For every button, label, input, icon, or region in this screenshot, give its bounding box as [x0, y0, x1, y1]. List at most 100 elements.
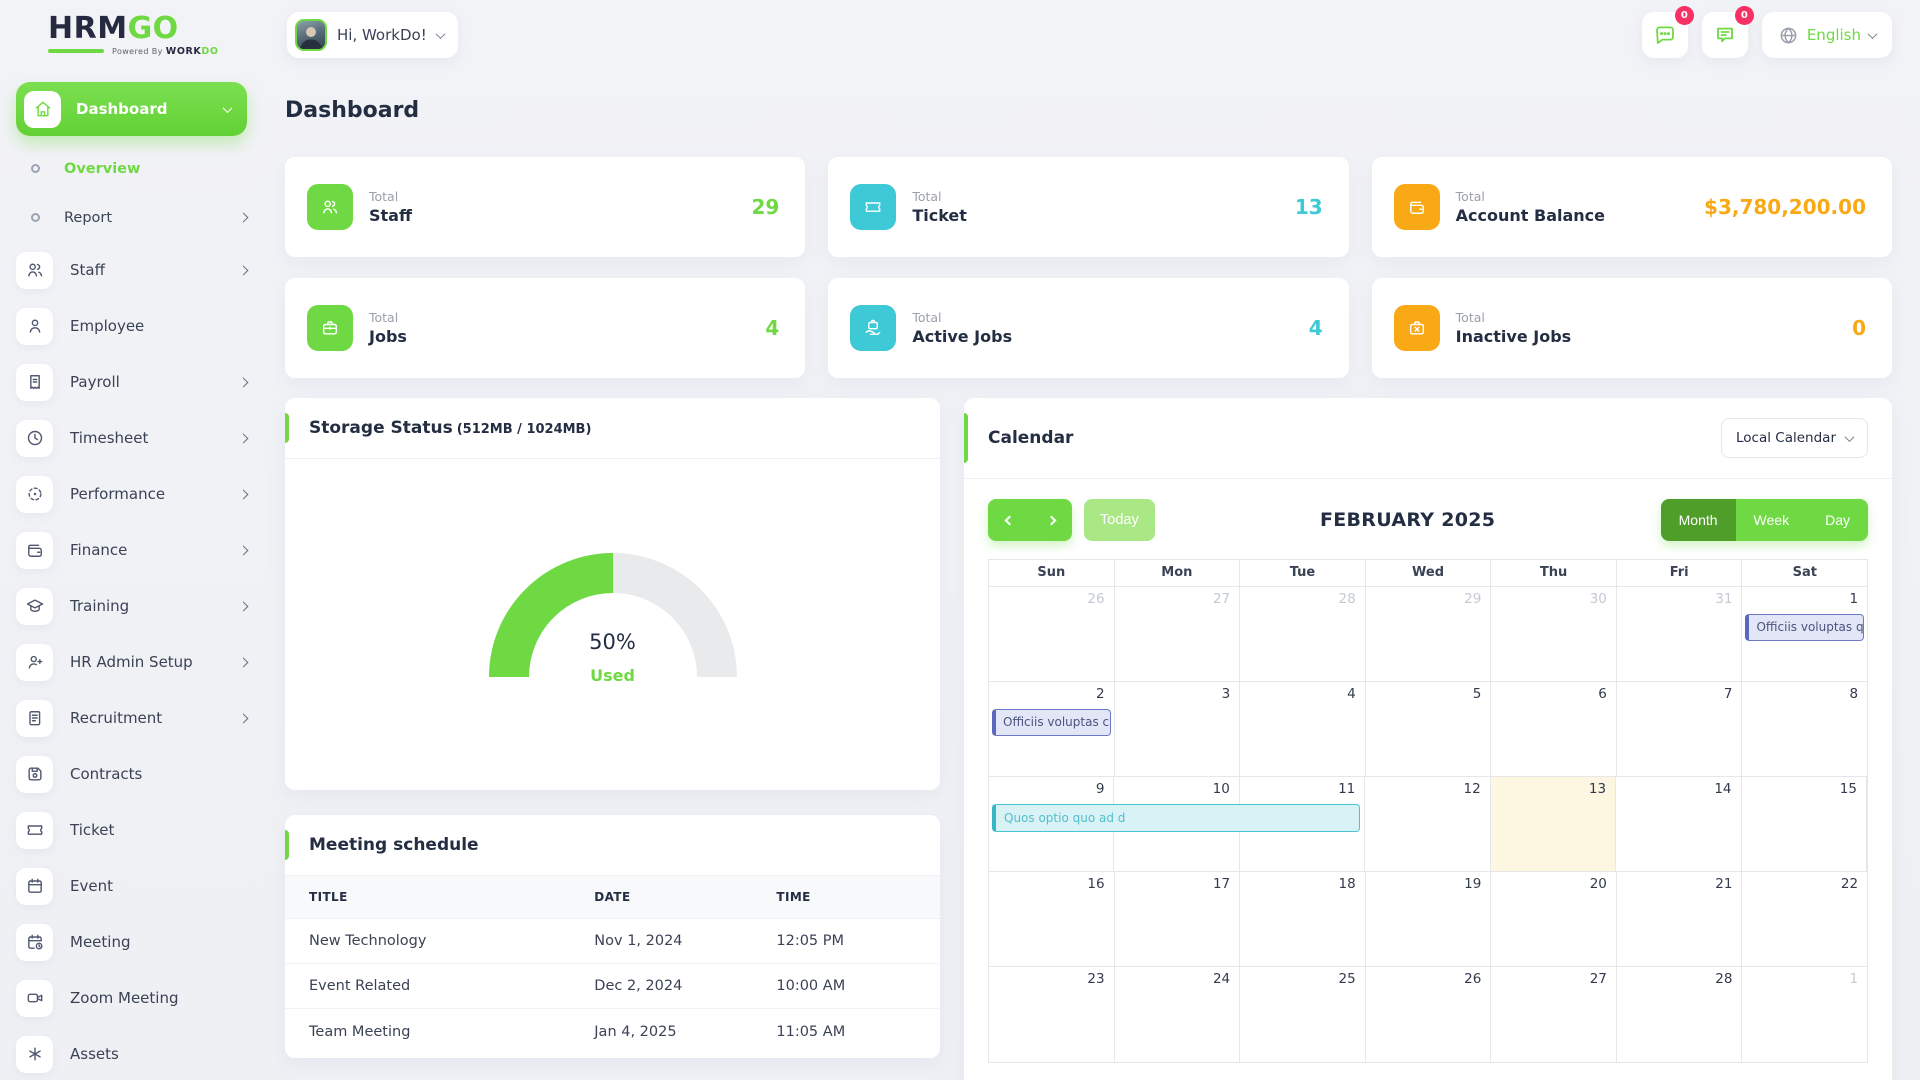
- column-header-time: TIME: [776, 890, 811, 904]
- sidebar-item-assets[interactable]: Assets: [16, 1026, 247, 1080]
- calendar-day-cell[interactable]: 28: [1240, 587, 1366, 681]
- calendar-day-cell[interactable]: 18: [1240, 872, 1366, 966]
- calendar-day-cell[interactable]: 22: [1742, 872, 1867, 966]
- calendar-day-cell[interactable]: 25: [1240, 967, 1366, 1062]
- chevron-right-icon: [238, 713, 249, 723]
- calendar-day-cell[interactable]: 29: [1366, 587, 1492, 681]
- ticket-icon: [850, 184, 897, 230]
- calendar-day-header-row: Sun Mon Tue Wed Thu Fri Sat: [989, 560, 1867, 587]
- calendar-day-cell[interactable]: 23: [989, 967, 1115, 1062]
- brand-logo: HRMGO Powered By WORKDO: [28, 13, 265, 57]
- sidebar-item-hr-admin-setup[interactable]: HR Admin Setup: [16, 634, 249, 690]
- notifications-badge: 0: [1734, 6, 1754, 25]
- stat-label: Staff: [369, 206, 412, 225]
- bullet-icon: [31, 213, 40, 222]
- sidebar-item-zoom-meeting[interactable]: Zoom Meeting: [16, 970, 247, 1026]
- sidebar-item-employee[interactable]: Employee: [16, 298, 247, 354]
- sidebar-item-label: Zoom Meeting: [70, 989, 179, 1007]
- sidebar-item-ticket[interactable]: Ticket: [16, 802, 247, 858]
- calendar-event[interactable]: Officiis voluptas qu: [1745, 614, 1865, 641]
- prev-month-button[interactable]: [1004, 515, 1014, 525]
- calendar-day-cell[interactable]: 26: [1366, 967, 1492, 1062]
- calendar-day-cell[interactable]: 21: [1617, 872, 1743, 966]
- calendar-day-cell[interactable]: 19: [1366, 872, 1492, 966]
- sidebar-item-label: Training: [70, 597, 130, 615]
- table-row: New Technology Nov 1, 2024 12:05 PM: [285, 919, 940, 964]
- calendar-source-dropdown[interactable]: Local Calendar: [1721, 418, 1868, 458]
- clock-icon: [16, 419, 53, 457]
- meeting-schedule-table: TITLE DATE TIME New Technology Nov 1, 2024 12…: [285, 876, 940, 1058]
- view-day-button[interactable]: Day: [1807, 499, 1868, 541]
- sidebar-item-label: Recruitment: [70, 709, 163, 727]
- sidebar-item-finance[interactable]: Finance: [16, 522, 249, 578]
- calendar-day-cell[interactable]: 3: [1115, 682, 1241, 776]
- stat-label: Ticket: [912, 206, 967, 225]
- calendar-day-cell[interactable]: 26: [989, 587, 1115, 681]
- calendar-day-cell[interactable]: 7: [1617, 682, 1743, 776]
- calendar-day-cell[interactable]: 17: [1115, 872, 1241, 966]
- calendar-day-cell[interactable]: 4: [1240, 682, 1366, 776]
- view-month-button[interactable]: Month: [1660, 499, 1736, 541]
- notifications-button[interactable]: 0: [1701, 6, 1754, 58]
- calendar-day-cell[interactable]: 5: [1366, 682, 1492, 776]
- user-menu-button[interactable]: Hi, WorkDo!: [287, 12, 458, 58]
- calendar-day-cell[interactable]: 11: [1240, 777, 1366, 871]
- day-number: 31: [1715, 591, 1733, 607]
- calendar-day-cell[interactable]: 15: [1742, 777, 1867, 871]
- brand-underline: [48, 49, 104, 53]
- calendar-week-row: 23 24 25 26 27 28 1: [989, 967, 1867, 1062]
- topbar: HRMGO Powered By WORKDO Hi, WorkDo! 0: [0, 0, 1920, 70]
- calendar-day-cell[interactable]: 27: [1115, 587, 1241, 681]
- messages-button[interactable]: 0: [1641, 6, 1694, 58]
- cell-time: 10:00 AM: [776, 978, 846, 994]
- stat-card-account-balance: Total Account Balance $3,780,200.00: [1371, 157, 1892, 257]
- day-number: 6: [1598, 686, 1607, 702]
- chevron-right-icon: [238, 489, 249, 499]
- sidebar-item-recruitment[interactable]: Recruitment: [16, 690, 249, 746]
- sidebar-item-timesheet[interactable]: Timesheet: [16, 410, 249, 466]
- sidebar-item-payroll[interactable]: Payroll: [16, 354, 249, 410]
- storage-gauge: 50% Used: [473, 537, 753, 687]
- sidebar-item-event[interactable]: Event: [16, 858, 247, 914]
- day-number: 23: [1087, 971, 1105, 987]
- chevron-right-icon: [238, 545, 249, 555]
- calendar-day-cell[interactable]: 6: [1491, 682, 1617, 776]
- stat-label: Jobs: [369, 327, 407, 346]
- calendar-day-cell[interactable]: 8: [1742, 682, 1867, 776]
- calendar-day-cell[interactable]: 12: [1365, 777, 1491, 871]
- calendar-day-cell[interactable]: 16: [989, 872, 1115, 966]
- calendar-day-cell[interactable]: 14: [1616, 777, 1742, 871]
- sidebar-item-label: Staff: [70, 261, 105, 279]
- sidebar-item-overview[interactable]: Overview: [16, 144, 247, 193]
- sidebar-item-dashboard[interactable]: Dashboard: [16, 82, 247, 136]
- calendar-event[interactable]: Officiis voluptas c: [992, 709, 1111, 736]
- sidebar-item-staff[interactable]: Staff: [16, 242, 249, 298]
- day-number: 14: [1714, 781, 1732, 797]
- sidebar-item-meeting[interactable]: Meeting: [16, 914, 247, 970]
- sidebar-item-contracts[interactable]: Contracts: [16, 746, 247, 802]
- calendar-day-cell[interactable]: 31: [1617, 587, 1743, 681]
- sidebar-item-training[interactable]: Training: [16, 578, 249, 634]
- day-number: 27: [1589, 971, 1607, 987]
- sidebar-item-report[interactable]: Report: [16, 193, 249, 242]
- calendar-day-cell[interactable]: 30: [1491, 587, 1617, 681]
- chevron-down-icon: [1867, 28, 1878, 39]
- chevron-down-icon: [1844, 431, 1855, 442]
- today-button[interactable]: Today: [1084, 499, 1155, 541]
- sidebar-item-performance[interactable]: Performance: [16, 466, 249, 522]
- language-selector[interactable]: English: [1761, 12, 1892, 58]
- calendar-day-cell[interactable]: 20: [1491, 872, 1617, 966]
- calendar-day-cell[interactable]: 13: [1490, 777, 1617, 871]
- day-header-sun: Sun: [989, 560, 1115, 586]
- calendar-day-cell[interactable]: 28: [1617, 967, 1743, 1062]
- calendar-event[interactable]: Quos optio quo ad d: [992, 804, 1361, 832]
- calendar-day-cell[interactable]: 1: [1742, 967, 1867, 1062]
- calendar-day-cell[interactable]: 1 Officiis voluptas qu: [1742, 587, 1867, 681]
- calendar-card: Calendar Local Calendar Today: [964, 398, 1892, 1080]
- calendar-day-cell[interactable]: 27: [1491, 967, 1617, 1062]
- next-month-button[interactable]: [1046, 515, 1056, 525]
- calendar-day-cell[interactable]: 24: [1115, 967, 1241, 1062]
- calendar-day-cell[interactable]: 2 Officiis voluptas c: [989, 682, 1115, 776]
- stat-card-jobs: Total Jobs 4: [285, 278, 806, 378]
- view-week-button[interactable]: Week: [1735, 499, 1808, 541]
